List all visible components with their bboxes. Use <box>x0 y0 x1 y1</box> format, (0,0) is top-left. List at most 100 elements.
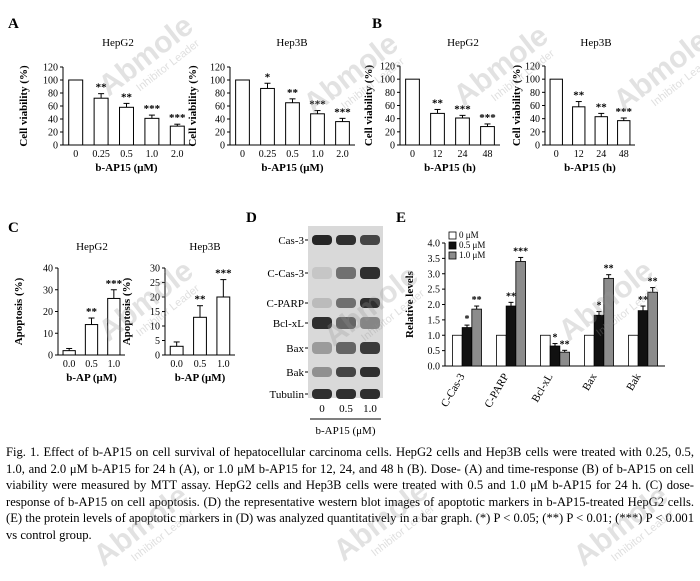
bar-10M <box>603 277 614 367</box>
lane-label: 1.0 <box>363 403 377 415</box>
bar <box>617 120 631 146</box>
y-tick-label: 100 <box>43 76 58 87</box>
blot-band <box>336 298 356 308</box>
y-tick-label: 1.0 <box>428 331 441 342</box>
significance-mark: ** <box>596 101 608 113</box>
bar-0M <box>628 334 639 367</box>
y-tick-label: 80 <box>48 89 58 100</box>
x-tick-label: 48 <box>619 149 629 160</box>
bar <box>549 78 563 146</box>
y-axis-label: Cell viability (%) <box>18 65 30 147</box>
significance-mark: * <box>553 333 558 344</box>
bar <box>119 106 134 146</box>
bar-0M <box>496 334 507 367</box>
bar <box>335 121 350 146</box>
blot-band <box>312 235 332 245</box>
y-tick-label: 80 <box>215 89 225 100</box>
bar <box>480 126 495 146</box>
y-tick-label: 10 <box>150 322 160 333</box>
x-tick-label: 0.0 <box>170 359 183 370</box>
y-tick-label: 0 <box>53 141 58 152</box>
blot-band <box>360 235 380 245</box>
y-tick-label: 40 <box>530 114 540 125</box>
y-tick-label: 10 <box>43 329 53 340</box>
x-tick-label: 0.25 <box>259 149 277 160</box>
blot-band <box>360 367 380 377</box>
y-tick-label: 1.5 <box>428 315 441 326</box>
x-tick-label: 1.0 <box>311 149 324 160</box>
bar-10M <box>559 351 570 367</box>
significance-mark: *** <box>215 268 232 280</box>
y-tick-label: 5 <box>155 336 160 347</box>
bar <box>405 78 420 146</box>
blot-band <box>360 298 380 308</box>
significance-mark: ** <box>506 291 516 302</box>
y-tick-label: 20 <box>530 127 540 138</box>
y-tick-label: 0 <box>155 351 160 362</box>
y-tick-label: 60 <box>385 101 395 112</box>
band-label: Cas-3 <box>278 235 304 247</box>
y-tick-label: 20 <box>150 293 160 304</box>
bar <box>193 316 207 356</box>
legend-swatch <box>448 251 457 260</box>
significance-mark: *** <box>513 246 528 257</box>
x-tick-label: Bak <box>624 371 644 393</box>
panel-letter: D <box>246 210 257 226</box>
panel-title: HepG2 <box>102 37 134 49</box>
bar <box>169 125 185 146</box>
x-axis-label: b-AP15 (μM) <box>95 162 157 174</box>
x-tick-label: 2.0 <box>336 149 349 160</box>
y-tick-label: 0.0 <box>428 362 441 373</box>
blot-band <box>336 317 356 329</box>
bar <box>235 79 250 146</box>
y-tick-label: 2.0 <box>428 300 441 311</box>
bar <box>285 102 300 146</box>
y-tick-label: 3.5 <box>428 254 441 265</box>
y-axis-label: Cell viability (%) <box>511 65 523 147</box>
x-tick-label: 0.25 <box>92 149 110 160</box>
x-axis-label: b-AP15 (h) <box>424 162 476 174</box>
x-tick-label: 12 <box>433 149 443 160</box>
bar <box>144 117 160 146</box>
blot-band <box>336 267 356 279</box>
significance-mark: * <box>265 71 271 83</box>
blot-band <box>360 389 380 399</box>
panel-title: Hep3B <box>189 241 220 253</box>
x-tick-label: 24 <box>458 149 468 160</box>
x-tick-label: 2.0 <box>171 149 184 160</box>
bar-panel-2: Hep3B Cell viability (%) 0 20 40 60 80 100 120 0 *… <box>187 37 355 174</box>
significance-mark: ** <box>573 90 585 102</box>
blot-band <box>336 235 356 245</box>
blot-band <box>312 389 332 399</box>
x-tick-label: 0.0 <box>63 359 76 370</box>
band-label: Bak <box>286 367 304 379</box>
bar-panel-6: Hep3B Apoptosis (%) 0 5 10 15 20 25 30 0.0 ** 0.5 **… <box>121 241 235 384</box>
significance-mark: *** <box>309 99 326 111</box>
y-axis-label: Relative levels <box>404 270 416 338</box>
y-tick-label: 20 <box>385 127 395 138</box>
bar-panel-1: A HepG2 Cell viability (%) 0 20 40 60 80 100 120 0… <box>8 16 190 174</box>
bar <box>107 297 121 356</box>
blot-band <box>312 317 332 329</box>
y-tick-label: 30 <box>43 285 53 296</box>
significance-mark: * <box>597 301 602 312</box>
legend-swatch <box>448 241 457 250</box>
y-tick-label: 80 <box>385 88 395 99</box>
y-tick-label: 40 <box>215 115 225 126</box>
x-tick-label: 0.5 <box>286 149 299 160</box>
panel-letter: E <box>396 210 406 226</box>
bar <box>455 117 470 146</box>
panel-title: Hep3B <box>276 37 307 49</box>
bar <box>594 116 608 146</box>
y-tick-label: 0 <box>390 141 395 152</box>
x-tick-label: 48 <box>483 149 493 160</box>
x-tick-label: Bax <box>580 371 600 393</box>
y-tick-label: 15 <box>150 307 160 318</box>
x-axis-label: b-AP (μM) <box>175 372 226 384</box>
band-label: Bax <box>286 343 304 355</box>
significance-mark: ** <box>96 82 108 94</box>
bar <box>216 296 231 356</box>
significance-mark: * <box>465 314 470 325</box>
y-tick-label: 100 <box>525 75 540 86</box>
significance-mark: *** <box>144 103 161 115</box>
